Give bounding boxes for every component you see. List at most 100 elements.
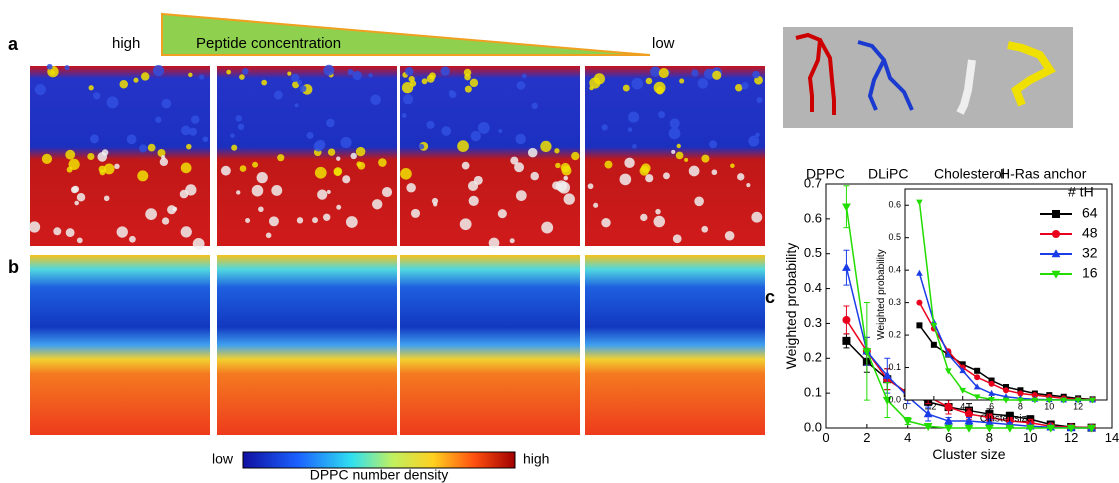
lipid-blob	[741, 82, 748, 89]
lipid-blob	[252, 185, 264, 197]
lipid-blob	[139, 144, 147, 152]
y-tick-label: 0.2	[804, 350, 822, 365]
panel-label: a	[8, 34, 19, 54]
lipid-blob	[460, 218, 472, 230]
lipid-blob	[735, 84, 743, 92]
colorbar-high: high	[523, 451, 549, 467]
lipid-blob	[107, 96, 119, 108]
lipid-blob	[457, 140, 469, 152]
lipid-blob	[327, 190, 331, 194]
lipid-blob	[663, 172, 670, 179]
lipid-blob	[77, 237, 83, 243]
lipid-blob	[427, 75, 435, 83]
lipid-blob	[564, 193, 575, 204]
y-tick-label: 0.4	[804, 280, 822, 295]
plots: 0.00.10.20.30.40.50.60.702468101214Clust…	[783, 175, 1119, 462]
lipid-blob	[628, 112, 639, 123]
lipid-blob	[698, 78, 709, 89]
lipid-blob	[478, 122, 490, 134]
lipid-blob	[670, 118, 680, 128]
lipid-blob	[257, 172, 268, 183]
lipid-blob	[422, 78, 428, 84]
lipid-blob	[516, 190, 527, 201]
lipid-blob	[87, 153, 94, 160]
lipid-blob	[312, 217, 318, 223]
lipid-blob	[102, 149, 109, 156]
lipid-blob	[409, 76, 415, 82]
lipid-blob	[623, 85, 630, 92]
lipid-blob	[541, 222, 553, 234]
lipid-blob	[64, 65, 69, 70]
lipid-blob	[65, 150, 75, 160]
lipid-blob	[462, 162, 470, 170]
lipid-blob	[470, 79, 478, 87]
lipid-blob	[631, 78, 643, 90]
colorbar-label: DPPC number density	[310, 467, 449, 483]
lipid-blob	[353, 71, 362, 80]
y-tick-label: 0.1	[888, 362, 901, 372]
lipid-blob	[180, 190, 189, 199]
lipid-blob	[400, 168, 412, 180]
lipid-blob	[334, 167, 343, 176]
lipid-blob	[89, 85, 94, 90]
lipid-blob	[236, 115, 242, 121]
lipid-blob	[314, 141, 324, 151]
lipid-blob	[656, 87, 664, 95]
lipid-blob	[348, 69, 354, 75]
lipid-blob	[342, 175, 350, 183]
lipid-blob	[659, 68, 669, 78]
lipid-blob	[748, 136, 759, 147]
lipid-blob	[554, 148, 559, 153]
lipid-blob	[336, 205, 341, 210]
lipid-blob	[90, 134, 99, 143]
lipid-blob	[351, 153, 357, 159]
lipid-blob	[368, 73, 372, 77]
lipid-blob	[624, 158, 634, 168]
marker	[916, 300, 922, 306]
lipid-blob	[129, 236, 136, 243]
lipid-blob	[202, 136, 208, 142]
lipid-blob	[297, 80, 302, 85]
lipid-blob	[153, 65, 164, 76]
y-axis-label: Weighted probability	[783, 243, 799, 370]
x-tick-label: 4	[904, 430, 911, 445]
lipid-blob	[67, 167, 73, 173]
lipid-blob	[588, 183, 594, 189]
lipid-blob	[370, 94, 381, 105]
lipid-blob	[53, 227, 61, 235]
legend-label: 16	[1082, 265, 1098, 281]
lipid-blob	[297, 217, 303, 223]
lipid-blob	[266, 233, 272, 239]
lipid-blob	[540, 141, 551, 152]
heatmap	[30, 255, 210, 435]
lipid-blob	[694, 196, 704, 206]
lipid-blob	[382, 187, 392, 197]
lipid-blob	[133, 78, 138, 83]
lipid-blob	[378, 158, 387, 167]
lipid-blob	[402, 82, 413, 93]
marker	[1003, 387, 1009, 393]
snapshot	[585, 66, 765, 246]
lipid-blob	[336, 156, 340, 160]
panel-label: b	[8, 257, 19, 277]
lipid-blob	[403, 94, 413, 104]
lipid-blob	[271, 185, 282, 196]
lipid-blob	[464, 74, 471, 81]
lipid-blob	[532, 103, 538, 109]
lipid-blob	[137, 170, 148, 181]
lipid-blob	[167, 205, 176, 214]
lipid-blob	[646, 78, 653, 85]
heatmap	[585, 255, 765, 435]
y-tick-label: 0.3	[888, 297, 901, 307]
lipid-blob	[287, 72, 291, 76]
legend-label: 64	[1082, 205, 1098, 221]
lipid-blob	[755, 133, 760, 138]
y-tick-label: 0.0	[804, 419, 822, 434]
lipid-blob	[239, 74, 245, 80]
lipid-blob	[515, 134, 526, 145]
x-tick-label: 14	[1105, 430, 1119, 445]
molecule-label: H-Ras anchor	[1000, 166, 1087, 182]
lipid-blob	[406, 183, 416, 193]
lipid-blob	[650, 66, 660, 76]
